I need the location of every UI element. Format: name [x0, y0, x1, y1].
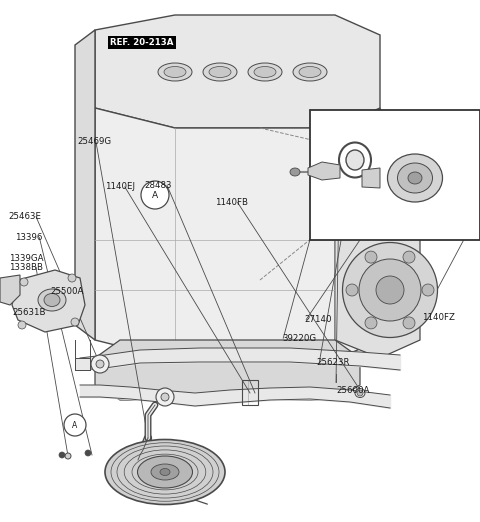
Text: 1339GA: 1339GA	[9, 254, 43, 263]
Polygon shape	[95, 340, 360, 400]
Circle shape	[365, 317, 377, 329]
Circle shape	[357, 390, 363, 396]
Circle shape	[64, 414, 86, 436]
Polygon shape	[362, 168, 380, 188]
Circle shape	[156, 388, 174, 406]
Ellipse shape	[38, 289, 66, 311]
Text: A: A	[72, 421, 78, 430]
Polygon shape	[308, 162, 340, 180]
Ellipse shape	[151, 464, 179, 480]
Circle shape	[346, 284, 358, 296]
Polygon shape	[12, 270, 85, 332]
Text: A: A	[152, 191, 158, 199]
Ellipse shape	[160, 469, 170, 476]
Text: REF. 20-213A: REF. 20-213A	[110, 38, 174, 48]
Text: 25600A: 25600A	[336, 386, 370, 395]
Polygon shape	[95, 108, 380, 360]
Circle shape	[161, 393, 169, 401]
Ellipse shape	[359, 259, 421, 321]
Ellipse shape	[254, 66, 276, 77]
Ellipse shape	[387, 154, 443, 202]
Text: 13396: 13396	[15, 233, 43, 242]
Circle shape	[68, 274, 76, 282]
Text: 25469G: 25469G	[78, 137, 112, 147]
Text: 1140FB: 1140FB	[215, 198, 248, 207]
Circle shape	[85, 450, 91, 456]
Ellipse shape	[65, 453, 71, 459]
Circle shape	[59, 452, 65, 458]
Circle shape	[91, 355, 109, 373]
Text: 1140FZ: 1140FZ	[422, 313, 455, 322]
Ellipse shape	[209, 66, 231, 77]
Ellipse shape	[248, 63, 282, 81]
Ellipse shape	[44, 293, 60, 306]
Circle shape	[403, 317, 415, 329]
Text: 1140EJ: 1140EJ	[105, 182, 134, 192]
Ellipse shape	[290, 168, 300, 176]
Ellipse shape	[158, 63, 192, 81]
Ellipse shape	[137, 456, 192, 488]
Ellipse shape	[105, 440, 225, 504]
Ellipse shape	[343, 243, 437, 338]
Text: 25623R: 25623R	[317, 358, 350, 367]
Ellipse shape	[346, 150, 364, 170]
Ellipse shape	[164, 66, 186, 77]
Text: 28483: 28483	[144, 181, 171, 190]
Circle shape	[141, 181, 169, 209]
Polygon shape	[75, 358, 90, 370]
Ellipse shape	[397, 163, 432, 193]
Polygon shape	[0, 275, 20, 305]
Text: 25500A: 25500A	[50, 287, 84, 296]
Text: 25463E: 25463E	[9, 212, 42, 221]
Circle shape	[71, 318, 79, 326]
Polygon shape	[95, 15, 380, 128]
Circle shape	[18, 321, 26, 329]
Circle shape	[422, 284, 434, 296]
Ellipse shape	[408, 172, 422, 184]
Ellipse shape	[203, 63, 237, 81]
Polygon shape	[75, 30, 95, 340]
Circle shape	[20, 278, 28, 286]
Circle shape	[403, 251, 415, 263]
Ellipse shape	[376, 276, 404, 304]
Ellipse shape	[355, 388, 365, 397]
Bar	[310, 110, 480, 240]
Text: 25631B: 25631B	[12, 307, 46, 317]
Polygon shape	[335, 180, 420, 358]
Text: 27140: 27140	[305, 315, 332, 324]
Circle shape	[365, 251, 377, 263]
Text: 39220G: 39220G	[282, 334, 316, 343]
Ellipse shape	[299, 66, 321, 77]
Text: 1338BB: 1338BB	[9, 263, 43, 272]
Circle shape	[96, 360, 104, 368]
Ellipse shape	[293, 63, 327, 81]
